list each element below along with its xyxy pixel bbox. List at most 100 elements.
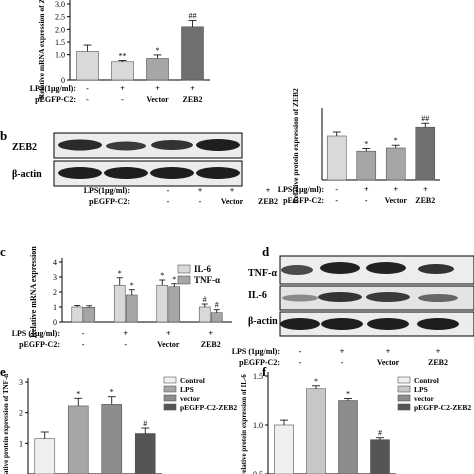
e-legend-label: Control	[180, 376, 205, 385]
b-row-value: +	[393, 185, 398, 194]
blot-band	[418, 294, 458, 302]
blot-band	[417, 318, 459, 330]
blot-d-row-value: +	[386, 347, 391, 356]
blot-d-row-value: -	[341, 358, 344, 367]
blot-b-row-value: +	[266, 186, 271, 195]
e-legend-swatch	[163, 394, 177, 402]
c-significance-label: *	[160, 271, 164, 280]
blot-b-row-value: -	[167, 197, 170, 206]
f-legend-swatch	[397, 403, 411, 411]
e-bar	[134, 433, 156, 474]
blot-d-row-label: pEGFP-C2:	[239, 358, 280, 367]
c-bar-tnf	[168, 286, 181, 323]
c-legend-label: TNF-α	[194, 275, 220, 285]
a-row-value: ZEB2	[182, 95, 202, 104]
e-y-tick-label: 3	[19, 378, 23, 387]
blot-band	[321, 318, 363, 330]
panel-c-chart: 0 1 2 3 4 Relative mRNA expression * * * * # # IL-6T…	[12, 246, 232, 349]
panel-d-blot: d TNF-α IL-6 β-actin LPS (1μg/ml): - + + + pE…	[232, 244, 474, 367]
f-legend-swatch	[397, 385, 411, 393]
e-y-tick-label: 1	[19, 439, 23, 448]
a-y-tick-label: 1.5	[55, 38, 65, 47]
b-bar	[385, 147, 406, 181]
a-row-value: +	[190, 84, 195, 93]
blot-d-row-value: +	[436, 347, 441, 356]
f-bar	[274, 424, 294, 474]
c-bar-il6	[156, 284, 169, 323]
blot-band	[58, 167, 102, 179]
c-y-tick-label: 4	[53, 258, 57, 267]
panel-f-letter: f	[262, 364, 267, 379]
a-y-tick-label: 2.5	[55, 13, 65, 22]
a-row-value: -	[86, 95, 89, 104]
c-bar-il6	[113, 284, 126, 323]
c-bar-il6	[71, 306, 84, 323]
a-row-value: -	[121, 95, 124, 104]
f-y-tick-label: 1.0	[253, 421, 263, 430]
blot-d-row-value: -	[299, 358, 302, 367]
blot-band	[282, 294, 318, 302]
panel-c-letter: c	[0, 244, 6, 259]
e-bar	[101, 404, 123, 474]
blot-band	[367, 318, 409, 330]
e-legend-swatch	[163, 385, 177, 393]
c-row-value: +	[166, 329, 171, 338]
a-significance-label: *	[156, 46, 160, 55]
e-legend-swatch	[163, 376, 177, 384]
blot-b-row-value: +	[230, 186, 235, 195]
c-row-value: Vector	[157, 340, 180, 349]
f-y-tick-label: 0.5	[253, 470, 263, 474]
f-bar	[370, 439, 390, 474]
e-significance-label: *	[76, 389, 80, 398]
c-y-tick-label: 1	[53, 303, 57, 312]
a-row-value: +	[120, 84, 125, 93]
f-bar	[306, 388, 326, 474]
c-significance-label: #	[203, 295, 207, 304]
f-legend-label: LPS	[414, 385, 428, 394]
c-y-tick-label: 2	[53, 288, 57, 297]
a-y-label: Relative mRNA expression of ZEB2	[37, 0, 46, 99]
blot-b-condition-rows: LPS(1μg/ml): - + + + pEGFP-C2: - - Vector ZEB2	[84, 186, 278, 206]
f-y-label: relative protein expression of IL-6	[240, 374, 248, 474]
blot-band	[151, 140, 193, 150]
blot-band	[106, 141, 146, 151]
e-legend-label: vector	[180, 394, 201, 403]
blot-b-label-zeb2: ZEB2	[12, 142, 37, 153]
a-y-tick-label: 1.0	[55, 51, 65, 60]
c-legend-label: IL-6	[194, 264, 212, 274]
c-row-value: +	[123, 329, 128, 338]
e-bar	[34, 438, 56, 474]
a-y-tick-label: 0	[61, 76, 65, 85]
c-bar-tnf	[210, 312, 223, 323]
blot-band	[104, 167, 148, 179]
e-significance-label: #	[143, 419, 147, 428]
b-bar	[415, 126, 436, 181]
blot-band	[58, 139, 102, 151]
a-row-value: +	[155, 84, 160, 93]
panel-f-chart: 1.5 1.0 0.5 relative protein expression of …	[240, 372, 471, 474]
b-bar	[356, 150, 377, 181]
panel-b-blot: b ZEB2 β-actin LPS(1μg/ml): - + + + pEGFP-C2:…	[0, 128, 278, 206]
f-legend-label: Control	[414, 376, 439, 385]
e-y-tick-label: 2	[19, 409, 23, 418]
panel-d-letter: d	[262, 244, 270, 259]
blot-d-row-value: +	[340, 347, 345, 356]
c-significance-label: *	[118, 269, 122, 278]
panel-b-chart: Relative protein expression of ZEB2 * * ## L…	[278, 88, 440, 205]
b-significance-label: ##	[421, 114, 429, 123]
blot-d-condition-rows: LPS (1μg/ml): - + + + pEGFP-C2: - - Vector ZEB2	[232, 347, 448, 367]
blot-band	[418, 264, 454, 274]
blot-d-label-actin: β-actin	[248, 316, 278, 327]
a-significance-label: ##	[189, 11, 197, 20]
c-significance-label: *	[130, 281, 134, 290]
a-y-tick-label: 3.0	[55, 0, 65, 9]
a-row-label: LPS(1μg/ml):	[30, 84, 76, 93]
a-significance-label: **	[119, 51, 127, 60]
c-row-value: -	[82, 340, 85, 349]
f-legend-swatch	[397, 376, 411, 384]
c-significance-label: *	[172, 275, 176, 284]
blot-d-label-il6: IL-6	[248, 290, 267, 301]
c-legend-swatch	[177, 275, 191, 285]
c-significance-label: #	[215, 301, 219, 310]
